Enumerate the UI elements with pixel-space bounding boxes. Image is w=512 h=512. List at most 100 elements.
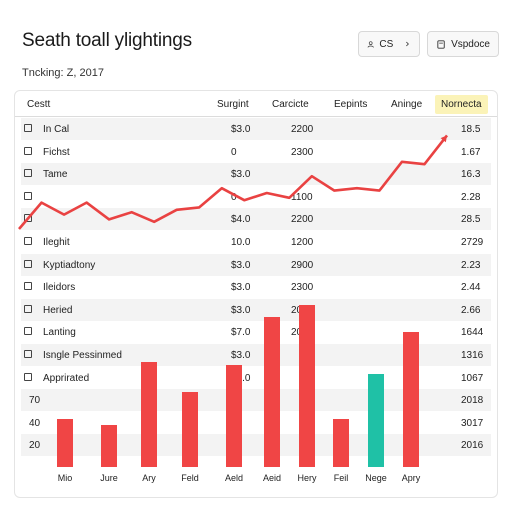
- row-checkbox[interactable]: [24, 214, 32, 223]
- row-nornecta: 2018: [461, 395, 484, 407]
- x-tick-label: Mio: [58, 473, 73, 483]
- row-surgint: $3.0: [231, 282, 251, 294]
- row-nornecta: 2.23: [461, 259, 481, 271]
- row-surgint: 0: [231, 146, 237, 158]
- row-nornecta: 1067: [461, 372, 484, 384]
- vspdoce-button-label: Vspdoce: [451, 38, 490, 50]
- row-surgint: $3.0: [231, 350, 251, 361]
- row-nornecta: 1644: [461, 327, 484, 339]
- row-name: Fichst: [43, 146, 70, 158]
- row-carcicte: 1200: [291, 237, 314, 248]
- x-tick-label: Aeid: [263, 473, 281, 483]
- chart-overlay: Mio Jure Ary Feld Aeld Aeid Hery Feil Nege Apry: [18, 134, 449, 483]
- x-tick-label: Feld: [181, 473, 199, 483]
- row-checkbox[interactable]: [24, 282, 32, 291]
- table-row[interactable]: Ileidors $3.0 2300 2.44: [21, 276, 491, 298]
- row-nornecta: 28.5: [461, 214, 481, 226]
- column-header-aninge[interactable]: Aninge: [391, 99, 423, 110]
- row-nornecta: 2.66: [461, 304, 481, 316]
- row-nornecta: 2.28: [461, 191, 481, 203]
- row-checkbox[interactable]: [24, 124, 32, 132]
- table-row[interactable]: Tame $3.0 16.3: [21, 163, 491, 186]
- row-nornecta: 1316: [461, 350, 484, 361]
- table-row[interactable]: In Cal $3.0 2200 18.5: [21, 118, 491, 140]
- row-carcicte: 1100: [291, 191, 313, 203]
- row-checkbox[interactable]: [24, 259, 32, 268]
- row-surgint: $3.0: [231, 304, 251, 316]
- row-name: Lanting: [43, 327, 76, 339]
- row-name: 40: [29, 417, 41, 429]
- row-surgint: $3.0: [231, 124, 251, 135]
- column-header-nornecta[interactable]: Nornecta: [435, 95, 488, 114]
- row-name: Apprirated: [43, 372, 90, 384]
- row-checkbox[interactable]: [24, 350, 32, 358]
- row-carcicte: 2200: [291, 124, 314, 135]
- bar-aeld: [226, 365, 242, 467]
- row-carcicte: 2200: [291, 214, 314, 226]
- chevron-right-icon: [406, 41, 410, 47]
- bar-nege: [368, 374, 384, 467]
- trend-line: [18, 134, 449, 230]
- x-tick-label: Apry: [402, 473, 421, 483]
- row-nornecta: 18.5: [461, 124, 481, 135]
- row-surgint: $4.0: [231, 214, 251, 226]
- row-nornecta: 3017: [461, 417, 484, 429]
- row-surgint: 10.0: [231, 237, 251, 248]
- bar-ary: [141, 362, 157, 467]
- row-name: Ileghit: [43, 237, 70, 248]
- table-row[interactable]: 0 1100 2.28: [21, 186, 491, 208]
- document-icon: [437, 39, 445, 49]
- cs-button-label: CS: [379, 38, 394, 50]
- table-row[interactable]: Fichst 0 2300 1.67: [21, 141, 491, 163]
- row-carcicte: 2900: [291, 259, 314, 271]
- row-checkbox[interactable]: [24, 304, 32, 313]
- x-tick-label: Hery: [297, 473, 317, 483]
- row-checkbox[interactable]: [24, 237, 32, 245]
- vspdoce-button[interactable]: Vspdoce: [427, 31, 499, 57]
- column-header-cestt[interactable]: Cestt: [27, 99, 51, 110]
- table-row[interactable]: Ileghit 10.0 1200 2729: [21, 231, 491, 253]
- bar-hery: [299, 305, 315, 467]
- row-name: 20: [29, 440, 41, 452]
- row-carcicte: 2300: [291, 282, 314, 294]
- row-name: In Cal: [43, 124, 70, 135]
- row-name: Kyptiadtony: [43, 259, 96, 271]
- row-checkbox[interactable]: [24, 191, 32, 200]
- row-checkbox[interactable]: [24, 146, 32, 155]
- x-tick-label: Feil: [334, 473, 349, 483]
- table-row[interactable]: Kyptiadtony $3.0 2900 2.23: [21, 253, 491, 276]
- table-row[interactable]: Isngle Pessinmed $3.0 1316: [21, 344, 491, 366]
- bar-aeid: [264, 317, 280, 467]
- row-name: Tame: [43, 169, 68, 181]
- row-nornecta: 2729: [461, 237, 484, 248]
- row-nornecta: 16.3: [461, 169, 481, 181]
- row-checkbox[interactable]: [24, 169, 32, 178]
- row-nornecta: 1.67: [461, 146, 481, 158]
- bar-feld: [182, 392, 198, 467]
- bar-mio: [57, 419, 73, 467]
- page-title: Seath toall ylightings: [22, 30, 192, 51]
- row-checkbox[interactable]: [24, 372, 32, 381]
- row-nornecta: 2016: [461, 440, 484, 452]
- bar-feil: [333, 419, 349, 467]
- cs-dropdown-button[interactable]: CS: [358, 31, 420, 57]
- page-subtitle: Tncking: Z, 2017: [22, 67, 104, 79]
- column-header-surgint[interactable]: Surgint: [217, 99, 249, 110]
- x-tick-label: Ary: [142, 473, 156, 483]
- column-header-carcicte[interactable]: Carcicte: [272, 99, 309, 110]
- x-tick-label: Aeld: [225, 473, 243, 483]
- row-name: Ileidors: [43, 282, 76, 294]
- row-carcicte: 2300: [291, 146, 314, 158]
- column-header-eepints[interactable]: Eepints: [334, 99, 368, 110]
- row-checkbox[interactable]: [24, 327, 32, 336]
- row-surgint: 0: [231, 191, 237, 203]
- table-row[interactable]: 40 3017: [21, 412, 491, 434]
- row-name: Isngle Pessinmed: [43, 350, 122, 361]
- row-name: 70: [29, 395, 41, 407]
- row-surgint: $3.0: [231, 169, 251, 181]
- x-tick-label: Nege: [365, 473, 387, 483]
- user-icon: [367, 40, 374, 48]
- data-card: Cestt Surgint Carcicte Eepints Aninge No…: [14, 90, 498, 498]
- table-header: Cestt Surgint Carcicte Eepints Aninge No…: [15, 91, 497, 117]
- row-surgint: $3.0: [231, 259, 251, 271]
